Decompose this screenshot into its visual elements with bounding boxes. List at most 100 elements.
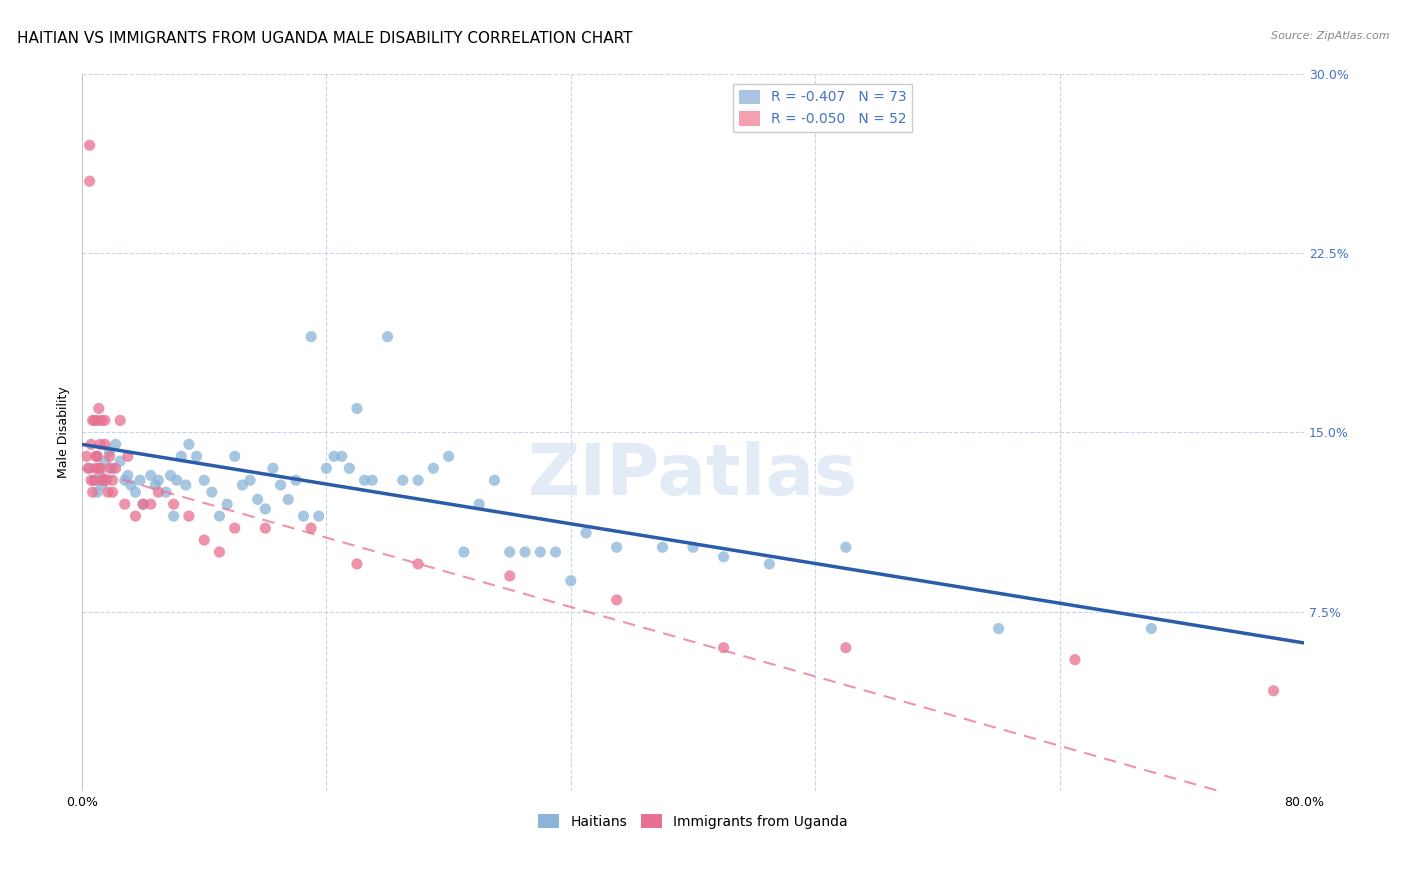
Point — [453, 545, 475, 559]
Point — [262, 461, 284, 475]
Point — [129, 473, 152, 487]
Point — [292, 509, 315, 524]
Point — [682, 540, 704, 554]
Point — [337, 461, 360, 475]
Point — [108, 454, 131, 468]
Point — [117, 450, 139, 464]
Point — [499, 545, 522, 559]
Point — [1140, 622, 1163, 636]
Point — [143, 478, 166, 492]
Point — [560, 574, 582, 588]
Point — [101, 473, 124, 487]
Point — [132, 497, 155, 511]
Point — [80, 437, 103, 451]
Point — [79, 461, 101, 475]
Point — [89, 437, 111, 451]
Point — [79, 138, 101, 153]
Point — [406, 557, 429, 571]
Legend: Haitians, Immigrants from Uganda: Haitians, Immigrants from Uganda — [533, 809, 853, 835]
Point — [361, 473, 384, 487]
Point — [758, 557, 780, 571]
Point — [132, 497, 155, 511]
Point — [284, 473, 307, 487]
Point — [82, 485, 104, 500]
Point — [987, 622, 1010, 636]
Point — [299, 521, 322, 535]
Point — [101, 485, 124, 500]
Point — [208, 509, 231, 524]
Point — [94, 413, 117, 427]
Point — [163, 497, 186, 511]
Point — [79, 174, 101, 188]
Point — [98, 461, 121, 475]
Point — [308, 509, 330, 524]
Point — [377, 329, 399, 343]
Point — [104, 461, 127, 475]
Point — [330, 450, 353, 464]
Point — [323, 450, 346, 464]
Point — [86, 485, 108, 500]
Point — [77, 461, 100, 475]
Point — [606, 540, 628, 554]
Point — [186, 450, 208, 464]
Point — [93, 473, 115, 487]
Point — [315, 461, 337, 475]
Point — [139, 468, 162, 483]
Point — [98, 450, 121, 464]
Y-axis label: Male Disability: Male Disability — [58, 386, 70, 478]
Point — [90, 478, 112, 492]
Text: ZIPatlas: ZIPatlas — [529, 441, 858, 510]
Point — [89, 468, 111, 483]
Point — [353, 473, 375, 487]
Point — [835, 640, 858, 655]
Point — [529, 545, 551, 559]
Point — [177, 437, 200, 451]
Point — [166, 473, 188, 487]
Point — [139, 497, 162, 511]
Point — [391, 473, 413, 487]
Point — [83, 473, 105, 487]
Point — [224, 521, 246, 535]
Point — [124, 485, 146, 500]
Point — [83, 473, 105, 487]
Point — [1064, 653, 1087, 667]
Point — [193, 533, 215, 547]
Point — [544, 545, 567, 559]
Point — [155, 485, 177, 500]
Point — [606, 592, 628, 607]
Point — [713, 549, 735, 564]
Point — [174, 478, 197, 492]
Point — [98, 444, 121, 458]
Point — [346, 401, 368, 416]
Point — [87, 461, 110, 475]
Point — [239, 473, 262, 487]
Point — [148, 473, 170, 487]
Point — [108, 413, 131, 427]
Point — [148, 485, 170, 500]
Point — [83, 413, 105, 427]
Point — [406, 473, 429, 487]
Point — [254, 502, 277, 516]
Point — [80, 473, 103, 487]
Point — [90, 413, 112, 427]
Point — [89, 461, 111, 475]
Point — [346, 557, 368, 571]
Point — [94, 437, 117, 451]
Point — [86, 413, 108, 427]
Point — [575, 525, 598, 540]
Text: HAITIAN VS IMMIGRANTS FROM UGANDA MALE DISABILITY CORRELATION CHART: HAITIAN VS IMMIGRANTS FROM UGANDA MALE D… — [17, 31, 633, 46]
Point — [484, 473, 506, 487]
Point — [120, 478, 142, 492]
Point — [231, 478, 253, 492]
Point — [224, 450, 246, 464]
Point — [437, 450, 460, 464]
Point — [96, 473, 118, 487]
Point — [208, 545, 231, 559]
Point — [713, 640, 735, 655]
Point — [499, 569, 522, 583]
Point — [82, 413, 104, 427]
Point — [86, 450, 108, 464]
Point — [254, 521, 277, 535]
Point — [835, 540, 858, 554]
Point — [124, 509, 146, 524]
